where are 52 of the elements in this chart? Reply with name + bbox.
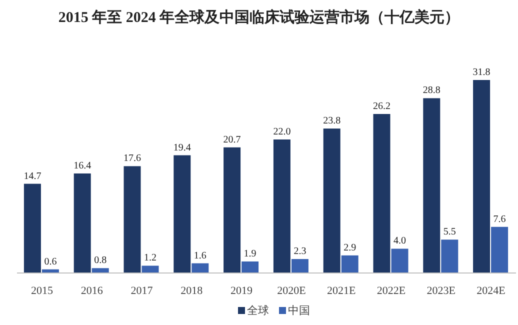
bar bbox=[224, 147, 241, 273]
x-tick-label: 2020E bbox=[277, 285, 306, 297]
legend-label: 中国 bbox=[288, 304, 310, 317]
data-label: 22.0 bbox=[273, 126, 291, 138]
bar bbox=[373, 114, 390, 273]
x-tick-label: 2016 bbox=[80, 285, 104, 297]
data-label: 26.2 bbox=[373, 100, 390, 112]
x-tick-label: 2018 bbox=[180, 285, 204, 297]
data-label: 1.2 bbox=[144, 252, 156, 264]
x-tick-label: 2019 bbox=[230, 285, 254, 297]
chart-title: 2015 年至 2024 年全球及中国临床试验运营市场（十亿美元） bbox=[58, 8, 460, 26]
data-label: 1.9 bbox=[244, 248, 256, 260]
bar bbox=[273, 139, 290, 273]
data-label: 0.6 bbox=[44, 256, 57, 268]
bar bbox=[473, 80, 490, 273]
x-tick-label: 2023E bbox=[426, 285, 456, 297]
bar bbox=[142, 266, 159, 273]
bar bbox=[423, 98, 440, 273]
x-tick-label: 2022E bbox=[376, 285, 406, 297]
data-label: 17.6 bbox=[124, 153, 141, 164]
bar bbox=[74, 173, 91, 273]
bar bbox=[192, 263, 209, 273]
bar bbox=[341, 255, 358, 273]
bar bbox=[24, 184, 41, 273]
data-label: 14.7 bbox=[24, 170, 42, 182]
bar bbox=[291, 259, 308, 273]
x-tick-label: 2017 bbox=[130, 285, 154, 297]
data-label: 20.7 bbox=[223, 134, 241, 146]
legend-label: 全球 bbox=[247, 304, 269, 317]
data-label: 16.4 bbox=[74, 160, 92, 172]
data-label: 4.0 bbox=[394, 236, 406, 247]
bar bbox=[323, 128, 340, 273]
data-label: 31.8 bbox=[472, 67, 490, 78]
data-label: 7.6 bbox=[493, 214, 506, 225]
bar bbox=[391, 248, 408, 273]
x-tick-label: 2024E bbox=[476, 285, 506, 297]
bar bbox=[491, 226, 508, 273]
data-label: 23.8 bbox=[323, 116, 341, 127]
data-label: 1.6 bbox=[194, 250, 206, 262]
data-label: 5.5 bbox=[443, 226, 456, 238]
bar bbox=[441, 240, 458, 273]
data-label: 2.9 bbox=[344, 242, 356, 254]
bar bbox=[124, 166, 141, 273]
x-tick-label: 2021E bbox=[326, 285, 356, 297]
data-label: 0.8 bbox=[94, 255, 107, 266]
data-label: 19.4 bbox=[173, 142, 191, 154]
bar bbox=[92, 268, 109, 273]
data-label: 28.8 bbox=[422, 85, 440, 96]
x-tick-label: 2015 bbox=[30, 285, 54, 297]
bar bbox=[174, 155, 191, 273]
bar bbox=[242, 261, 259, 273]
data-label: 2.3 bbox=[294, 246, 306, 258]
